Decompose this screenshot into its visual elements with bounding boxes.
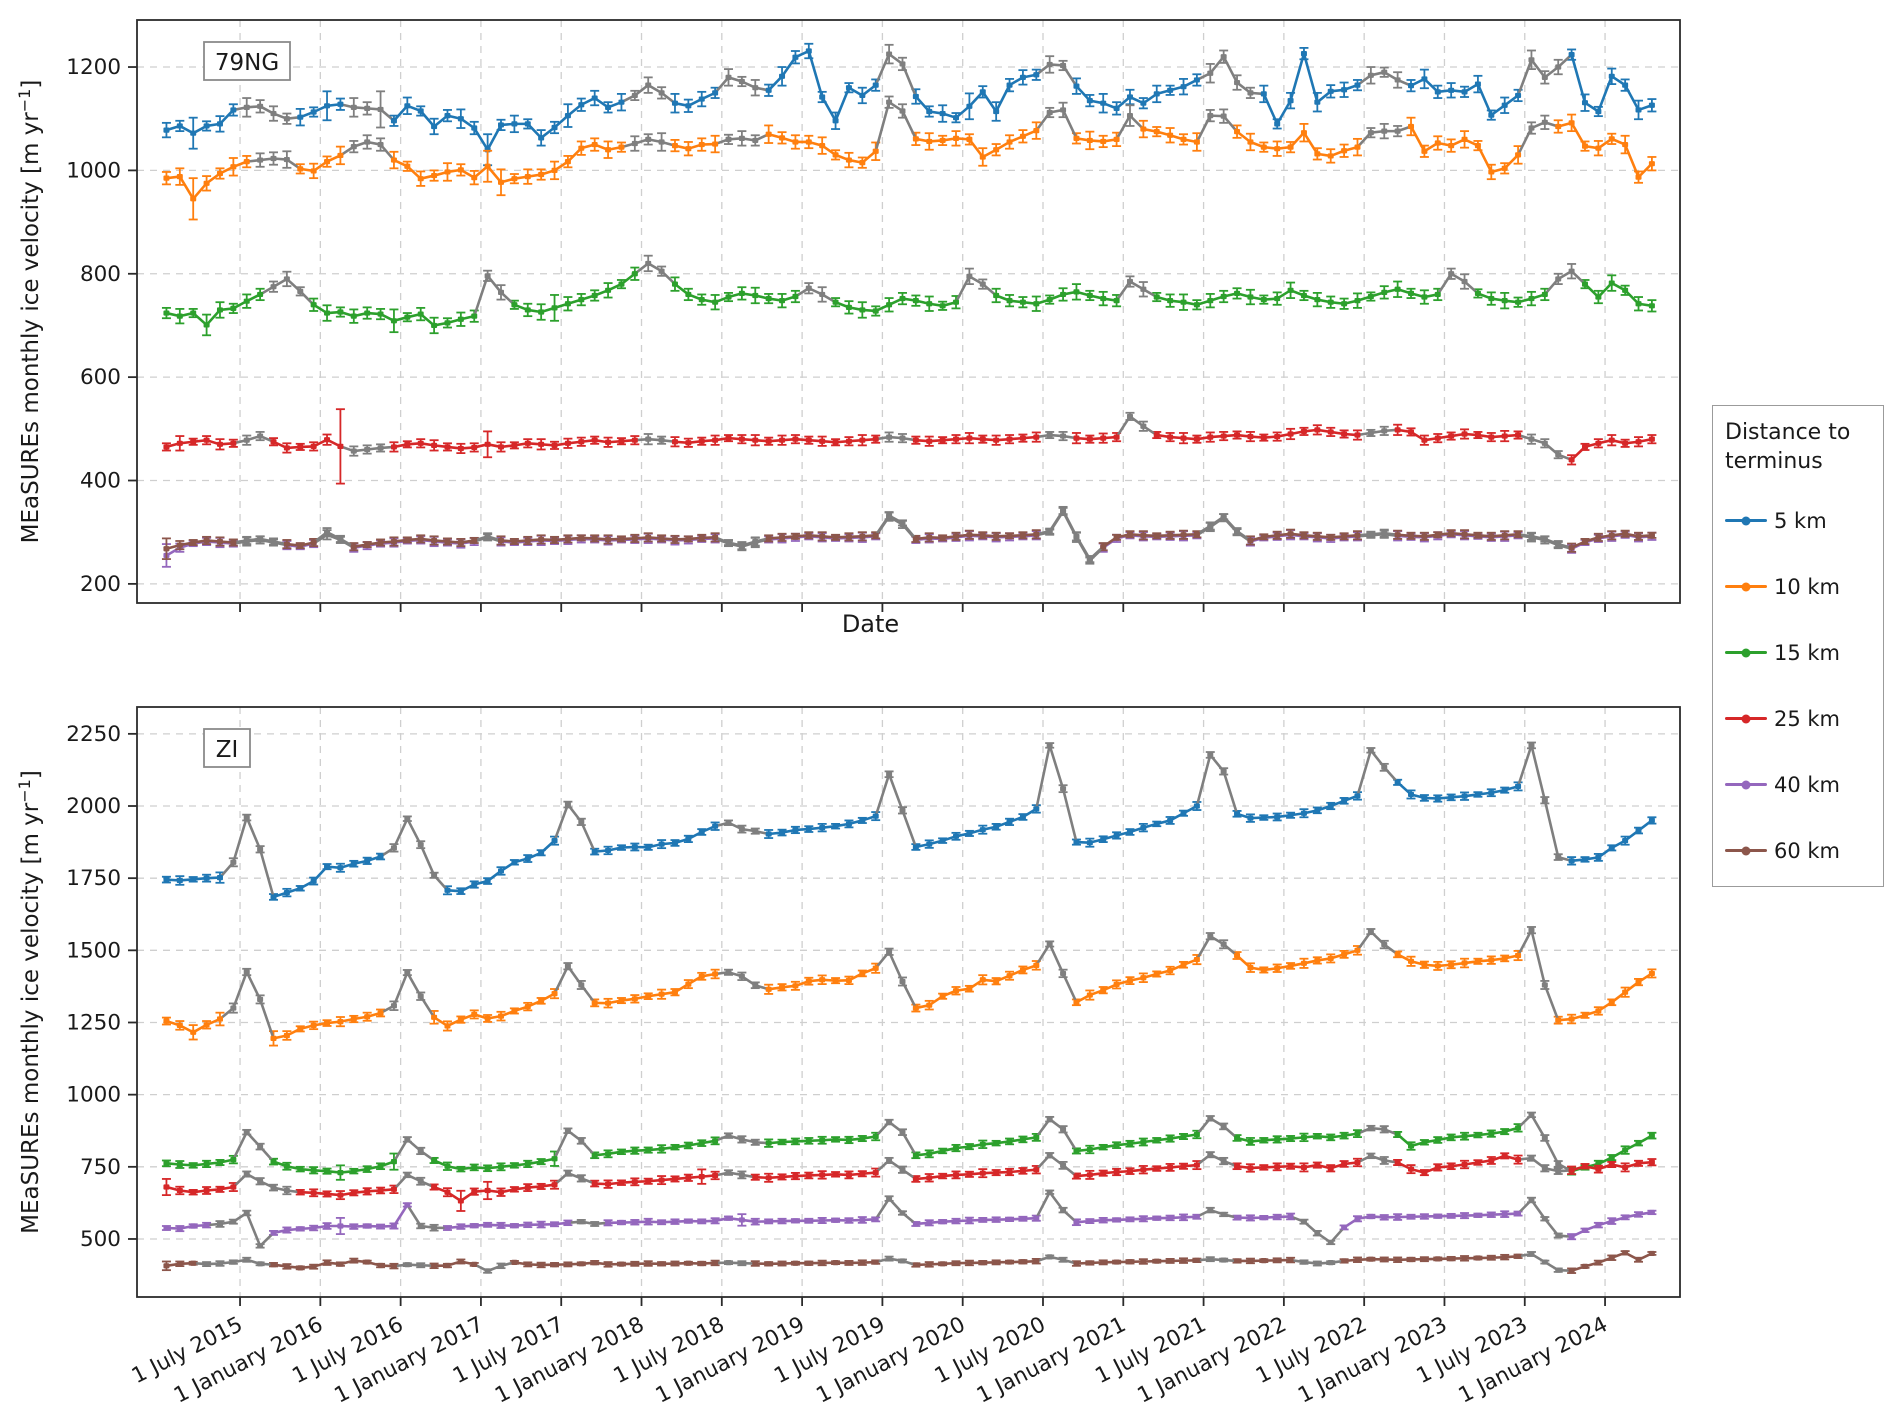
y-tick-label: 1500: [66, 938, 121, 963]
legend-line-sample: [1725, 780, 1767, 790]
panel-label-box: [203, 728, 251, 768]
legend-marker-dot: [1741, 582, 1751, 592]
series-25km: [161, 408, 1657, 485]
series-5km: [161, 42, 1657, 167]
legend-entry-label: 15 km: [1774, 640, 1841, 665]
y-tick-label: 400: [80, 469, 121, 494]
y-tick-label: 1250: [66, 1010, 121, 1035]
panel-79ng-plot: 200 400 600 800 1000 1200 Date MEaSUREs monthly…: [15, 19, 1681, 638]
series-60km: [161, 1250, 1657, 1274]
panel-label-box: [203, 41, 291, 81]
series-60km: [161, 505, 1657, 564]
series-40km: [161, 1189, 1657, 1249]
y-axis-label: MEaSUREs monthly ice velocity [m yr−1]: [15, 80, 44, 544]
legend-box: Distance to terminus 5 km 10 km 15 km 25 km…: [1712, 405, 1884, 887]
panel-label: ZI: [216, 737, 239, 763]
plot-frame: [136, 19, 1681, 604]
legend-line-sample: [1725, 846, 1767, 856]
series-10km: [161, 95, 1657, 221]
legend-marker-dot: [1741, 648, 1751, 658]
legend-line-sample: [1725, 582, 1767, 592]
series-10km: [161, 926, 1657, 1047]
gridlines: [137, 20, 1680, 603]
y-axis-label: MEaSUREs monthly ice velocity [m yr−1]: [15, 770, 44, 1234]
y-tick-label: 1000: [66, 158, 121, 183]
legend-entry-label: 5 km: [1774, 508, 1827, 533]
legend-entry-15km: 15 km: [1725, 640, 1883, 665]
series-15km: [161, 254, 1657, 337]
series-5km: [161, 741, 1657, 901]
legend-title-line2: terminus: [1725, 449, 1823, 475]
legend-entry-25km: 25 km: [1725, 706, 1883, 731]
legend-entry-label: 40 km: [1774, 772, 1841, 797]
legend-line-sample: [1725, 714, 1767, 724]
legend-entry-label: 10 km: [1774, 574, 1841, 599]
legend-entry-60km: 60 km: [1725, 838, 1883, 863]
legend-marker-dot: [1741, 780, 1751, 790]
series-40km: [161, 507, 1657, 568]
gridlines: [137, 707, 1680, 1297]
y-tick-label: 800: [80, 262, 121, 287]
y-tick-label: 2250: [66, 722, 121, 747]
x-axis-label: Date: [842, 610, 899, 638]
legend-title-line1: Distance to: [1725, 420, 1851, 445]
y-tick-label: 200: [80, 572, 121, 597]
legend-marker-dot: [1741, 714, 1751, 724]
series-25km: [161, 1151, 1657, 1212]
legend-entry-10km: 10 km: [1725, 574, 1883, 599]
legend-entry-5km: 5 km: [1725, 508, 1883, 533]
y-tick-label: 500: [80, 1227, 121, 1252]
y-tick-label: 2000: [66, 794, 121, 819]
legend-entries: 5 km 10 km 15 km 25 km 40 km 60 km: [1725, 508, 1883, 863]
y-tick-label: 1750: [66, 866, 121, 891]
y-tick-label: 750: [80, 1155, 121, 1180]
y-tick-label: 600: [80, 365, 121, 390]
legend-entry-label: 25 km: [1774, 706, 1841, 731]
y-tick-label: 1000: [66, 1083, 121, 1108]
series-15km: [161, 1111, 1657, 1181]
legend-marker-dot: [1741, 516, 1751, 526]
legend-marker-dot: [1741, 846, 1751, 856]
y-tick-label: 1200: [66, 55, 121, 80]
panel-label: 79NG: [215, 50, 279, 76]
legend-line-sample: [1725, 516, 1767, 526]
legend-entry-label: 60 km: [1774, 838, 1841, 863]
plot-frame: [136, 706, 1681, 1298]
legend-entry-40km: 40 km: [1725, 772, 1883, 797]
legend-line-sample: [1725, 648, 1767, 658]
